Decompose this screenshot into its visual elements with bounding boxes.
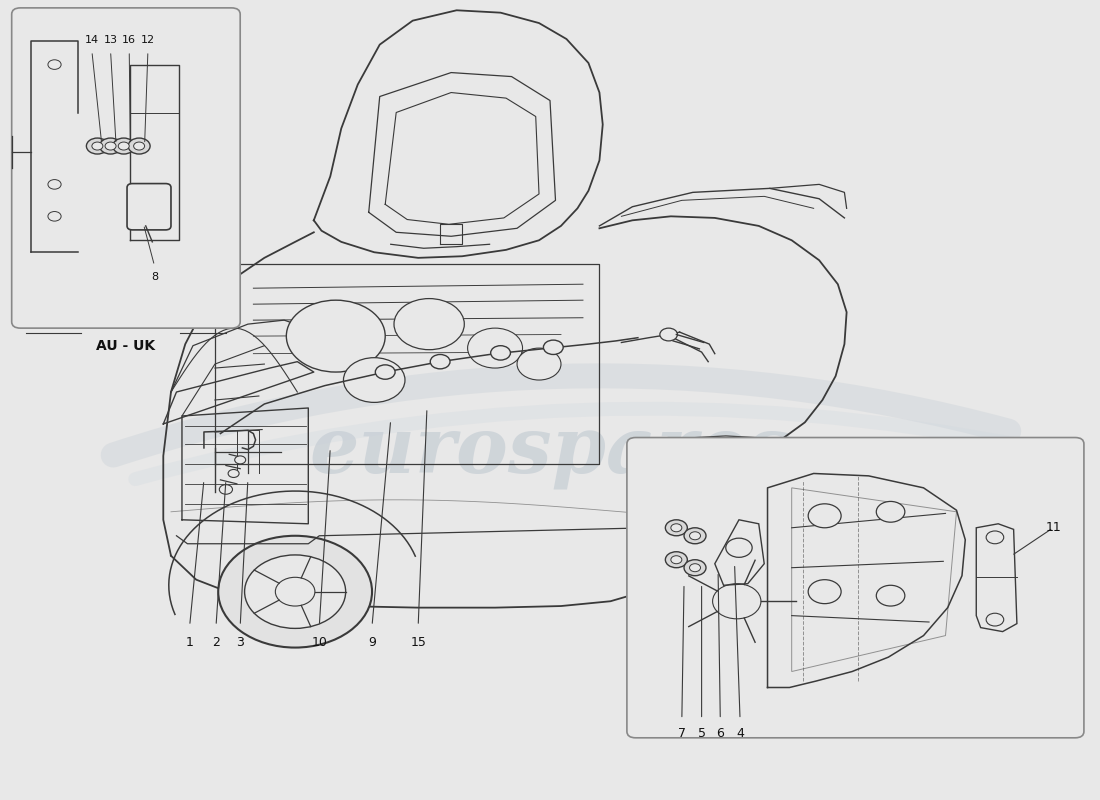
Circle shape [275, 578, 315, 606]
Circle shape [678, 558, 796, 644]
Circle shape [92, 142, 103, 150]
Circle shape [726, 538, 752, 558]
Circle shape [375, 365, 395, 379]
Circle shape [286, 300, 385, 372]
Circle shape [808, 504, 842, 528]
Circle shape [100, 138, 121, 154]
Text: 10: 10 [311, 635, 327, 649]
Text: 14: 14 [85, 34, 99, 45]
FancyArrowPatch shape [135, 409, 1031, 479]
Circle shape [394, 298, 464, 350]
Circle shape [491, 346, 510, 360]
Circle shape [690, 564, 701, 572]
Text: 16: 16 [122, 34, 136, 45]
Circle shape [660, 328, 678, 341]
Circle shape [218, 536, 372, 647]
Circle shape [128, 138, 150, 154]
Circle shape [106, 142, 116, 150]
Text: 7: 7 [678, 727, 685, 741]
Text: 13: 13 [103, 34, 118, 45]
Circle shape [671, 524, 682, 532]
FancyBboxPatch shape [126, 183, 170, 230]
Circle shape [228, 470, 239, 478]
Circle shape [877, 502, 905, 522]
Circle shape [543, 340, 563, 354]
Text: 6: 6 [716, 727, 724, 741]
Circle shape [684, 528, 706, 544]
Circle shape [430, 354, 450, 369]
Text: AU - UK: AU - UK [97, 339, 155, 354]
FancyBboxPatch shape [12, 8, 240, 328]
Text: 12: 12 [141, 34, 155, 45]
Circle shape [48, 60, 62, 70]
Circle shape [986, 531, 1003, 544]
Circle shape [48, 179, 62, 189]
Text: 3: 3 [236, 635, 244, 649]
Circle shape [647, 536, 827, 666]
Circle shape [666, 552, 688, 568]
Circle shape [690, 532, 701, 540]
FancyArrowPatch shape [113, 376, 1009, 455]
Circle shape [118, 142, 129, 150]
Circle shape [244, 555, 345, 629]
Text: 2: 2 [212, 635, 220, 649]
FancyBboxPatch shape [627, 438, 1084, 738]
Circle shape [517, 348, 561, 380]
Circle shape [671, 556, 682, 564]
Text: 11: 11 [1045, 522, 1062, 534]
Circle shape [713, 584, 761, 619]
Text: 1: 1 [186, 635, 194, 649]
Text: 5: 5 [697, 727, 705, 741]
Circle shape [684, 560, 706, 576]
Circle shape [133, 142, 144, 150]
Circle shape [113, 138, 134, 154]
Circle shape [666, 520, 688, 536]
Circle shape [877, 586, 905, 606]
Text: 15: 15 [410, 635, 426, 649]
Circle shape [48, 211, 62, 221]
Circle shape [468, 328, 522, 368]
Circle shape [343, 358, 405, 402]
Text: eurospares: eurospares [309, 414, 791, 490]
Text: 4: 4 [736, 727, 744, 741]
Circle shape [808, 580, 842, 604]
Circle shape [87, 138, 109, 154]
Text: 8: 8 [151, 272, 158, 282]
Circle shape [234, 456, 245, 464]
Circle shape [219, 485, 232, 494]
Text: 9: 9 [368, 635, 376, 649]
Circle shape [986, 614, 1003, 626]
